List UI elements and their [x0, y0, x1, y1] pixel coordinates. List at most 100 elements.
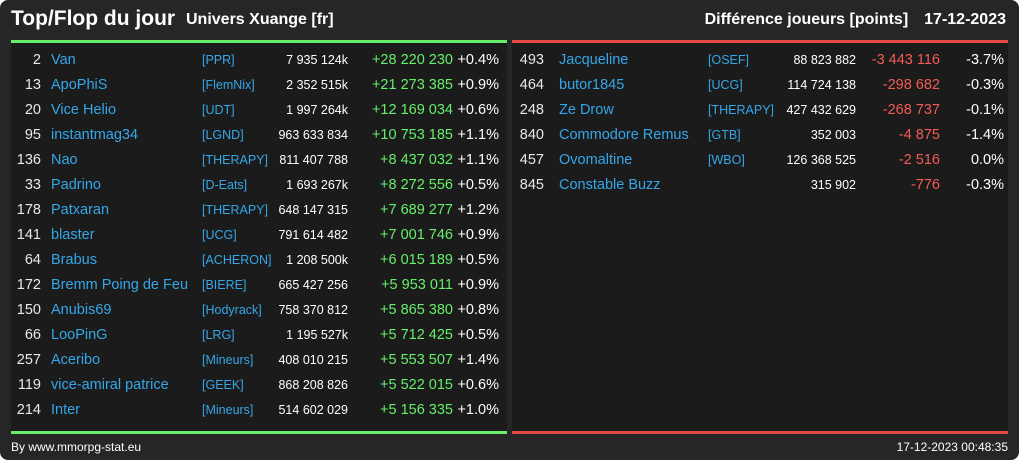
- percent-change: +1.0%: [457, 402, 499, 418]
- player-name-link[interactable]: Aceribo: [51, 352, 101, 368]
- percent-change: +0.5%: [457, 177, 499, 193]
- player-rank: 248: [519, 102, 544, 118]
- player-name-link[interactable]: Ze Drow: [559, 102, 614, 118]
- alliance-link[interactable]: [THERAPY]: [202, 203, 268, 217]
- player-name-link[interactable]: Brabus: [51, 252, 97, 268]
- player-points: 1 693 267k: [286, 178, 348, 192]
- player-name-link[interactable]: Commodore Remus: [559, 127, 689, 143]
- points-difference: +5 156 335: [380, 402, 453, 418]
- points-difference: -2 516: [898, 152, 940, 168]
- table-row: 141 blaster [UCG] 791 614 482 +7 001 746 +0.9…: [11, 223, 507, 248]
- alliance-link[interactable]: [PPR]: [202, 53, 235, 67]
- player-rank: 13: [24, 77, 41, 93]
- points-difference: +5 865 380: [380, 302, 453, 318]
- player-rank: 141: [16, 227, 41, 243]
- player-points: 1 208 500k: [286, 253, 348, 267]
- player-name-link[interactable]: Ovomaltine: [559, 152, 633, 168]
- percent-change: 0.0%: [970, 152, 1004, 168]
- top-bottom-divider: [11, 431, 507, 434]
- player-name-link[interactable]: Vice Helio: [51, 102, 117, 118]
- player-name-link[interactable]: ApoPhiS: [51, 77, 108, 93]
- player-points: 963 633 834: [278, 128, 348, 142]
- player-points: 868 208 826: [278, 378, 348, 392]
- alliance-link[interactable]: [UDT]: [202, 103, 235, 117]
- player-points: 758 370 812: [278, 303, 348, 317]
- top-panel: 2 Van [PPR] 7 935 124k +28 220 230 +0.4% 13 Apo…: [11, 43, 507, 431]
- table-row: 136 Nao [THERAPY] 811 407 788 +8 437 032 +1.1…: [11, 148, 507, 173]
- table-row: 214 Inter [Mineurs] 514 602 029 +5 156 335 +1…: [11, 398, 507, 423]
- alliance-link[interactable]: [LRG]: [202, 328, 235, 342]
- percent-change: +1.2%: [457, 202, 499, 218]
- player-name-link[interactable]: blaster: [51, 227, 95, 243]
- alliance-link[interactable]: [UCG]: [202, 228, 237, 242]
- player-name-link[interactable]: Inter: [51, 402, 81, 418]
- source-credit: By www.mmorpg-stat.eu: [11, 440, 142, 454]
- player-name-link[interactable]: Bremm Poing de Feu: [51, 277, 189, 293]
- universe-subtitle: Univers Xuange [fr]: [186, 11, 334, 28]
- player-name-link[interactable]: LooPinG: [51, 327, 108, 343]
- table-row: 66 LooPinG [LRG] 1 195 527k +5 712 425 +0.5%: [11, 323, 507, 348]
- player-rank: 464: [519, 77, 544, 93]
- player-rank: 95: [24, 127, 41, 143]
- player-name-link[interactable]: Constable Buzz: [559, 177, 661, 193]
- points-difference: -298 682: [882, 77, 940, 93]
- alliance-link[interactable]: [UCG]: [708, 78, 743, 92]
- player-name-link[interactable]: vice-amiral patrice: [51, 377, 169, 393]
- percent-change: +0.9%: [457, 277, 499, 293]
- table-row: 33 Padrino [D-Eats] 1 693 267k +8 272 556 +0.…: [11, 173, 507, 198]
- table-row: 178 Patxaran [THERAPY] 648 147 315 +7 689 27…: [11, 198, 507, 223]
- player-points: 2 352 515k: [286, 78, 348, 92]
- percent-change: +0.8%: [457, 302, 499, 318]
- player-rank: 178: [16, 202, 41, 218]
- player-rank: 457: [519, 152, 544, 168]
- points-difference: -3 443 116: [871, 52, 940, 68]
- player-rank: 2: [32, 52, 41, 68]
- player-points: 514 602 029: [278, 403, 348, 417]
- table-row: 840 Commodore Remus [GTB] 352 003 -4 875 -1.4…: [512, 123, 1008, 148]
- player-rank: 257: [16, 352, 41, 368]
- alliance-link[interactable]: [ACHERON]: [202, 253, 272, 267]
- player-name-link[interactable]: Patxaran: [51, 202, 110, 218]
- alliance-link[interactable]: [Mineurs]: [202, 353, 254, 367]
- table-row: 20 Vice Helio [UDT] 1 997 264k +12 169 034 +0…: [11, 98, 507, 123]
- alliance-link[interactable]: [FlemNix]: [202, 78, 255, 92]
- player-rank: 150: [16, 302, 41, 318]
- header-right: Différence joueurs [points] 17-12-2023: [705, 11, 1006, 29]
- player-name-link[interactable]: Jacqueline: [559, 52, 629, 68]
- player-name-link[interactable]: Nao: [51, 152, 78, 168]
- points-difference: +5 553 507: [380, 352, 453, 368]
- percent-change: +1.4%: [457, 352, 499, 368]
- table-row: 119 vice-amiral patrice [GEEK] 868 208 826 +…: [11, 373, 507, 398]
- table-row: 2 Van [PPR] 7 935 124k +28 220 230 +0.4%: [11, 48, 507, 73]
- alliance-link[interactable]: [BIERE]: [202, 278, 247, 292]
- player-name-link[interactable]: butor1845: [559, 77, 625, 93]
- player-points: 88 823 882: [793, 53, 856, 67]
- percent-change: +0.9%: [457, 77, 499, 93]
- points-difference: +5 522 015: [380, 377, 453, 393]
- alliance-link[interactable]: [THERAPY]: [708, 103, 774, 117]
- alliance-link[interactable]: [THERAPY]: [202, 153, 268, 167]
- alliance-link[interactable]: [GEEK]: [202, 378, 244, 392]
- player-rank: 172: [16, 277, 41, 293]
- points-difference: +7 001 746: [380, 227, 453, 243]
- table-row: 13 ApoPhiS [FlemNix] 2 352 515k +21 273 385 +…: [11, 73, 507, 98]
- points-difference: -268 737: [882, 102, 940, 118]
- player-points: 811 407 788: [279, 153, 348, 167]
- alliance-link[interactable]: [GTB]: [708, 128, 741, 142]
- points-difference: -4 875: [898, 127, 940, 143]
- percent-change: +0.9%: [457, 227, 499, 243]
- player-name-link[interactable]: Van: [51, 52, 76, 68]
- table-row: 248 Ze Drow [THERAPY] 427 432 629 -268 737 -0…: [512, 98, 1008, 123]
- alliance-link[interactable]: [D-Eats]: [202, 178, 248, 192]
- alliance-link[interactable]: [OSEF]: [708, 53, 749, 67]
- points-difference: +28 220 230: [371, 52, 453, 68]
- alliance-link[interactable]: [Hodyrack]: [202, 303, 262, 317]
- alliance-link[interactable]: [LGND]: [202, 128, 244, 142]
- player-name-link[interactable]: Anubis69: [51, 302, 112, 318]
- percent-change: +0.6%: [457, 377, 499, 393]
- player-rank: 136: [16, 152, 41, 168]
- alliance-link[interactable]: [WBO]: [708, 153, 745, 167]
- alliance-link[interactable]: [Mineurs]: [202, 403, 254, 417]
- player-name-link[interactable]: Padrino: [51, 177, 101, 193]
- player-name-link[interactable]: instantmag34: [51, 127, 139, 143]
